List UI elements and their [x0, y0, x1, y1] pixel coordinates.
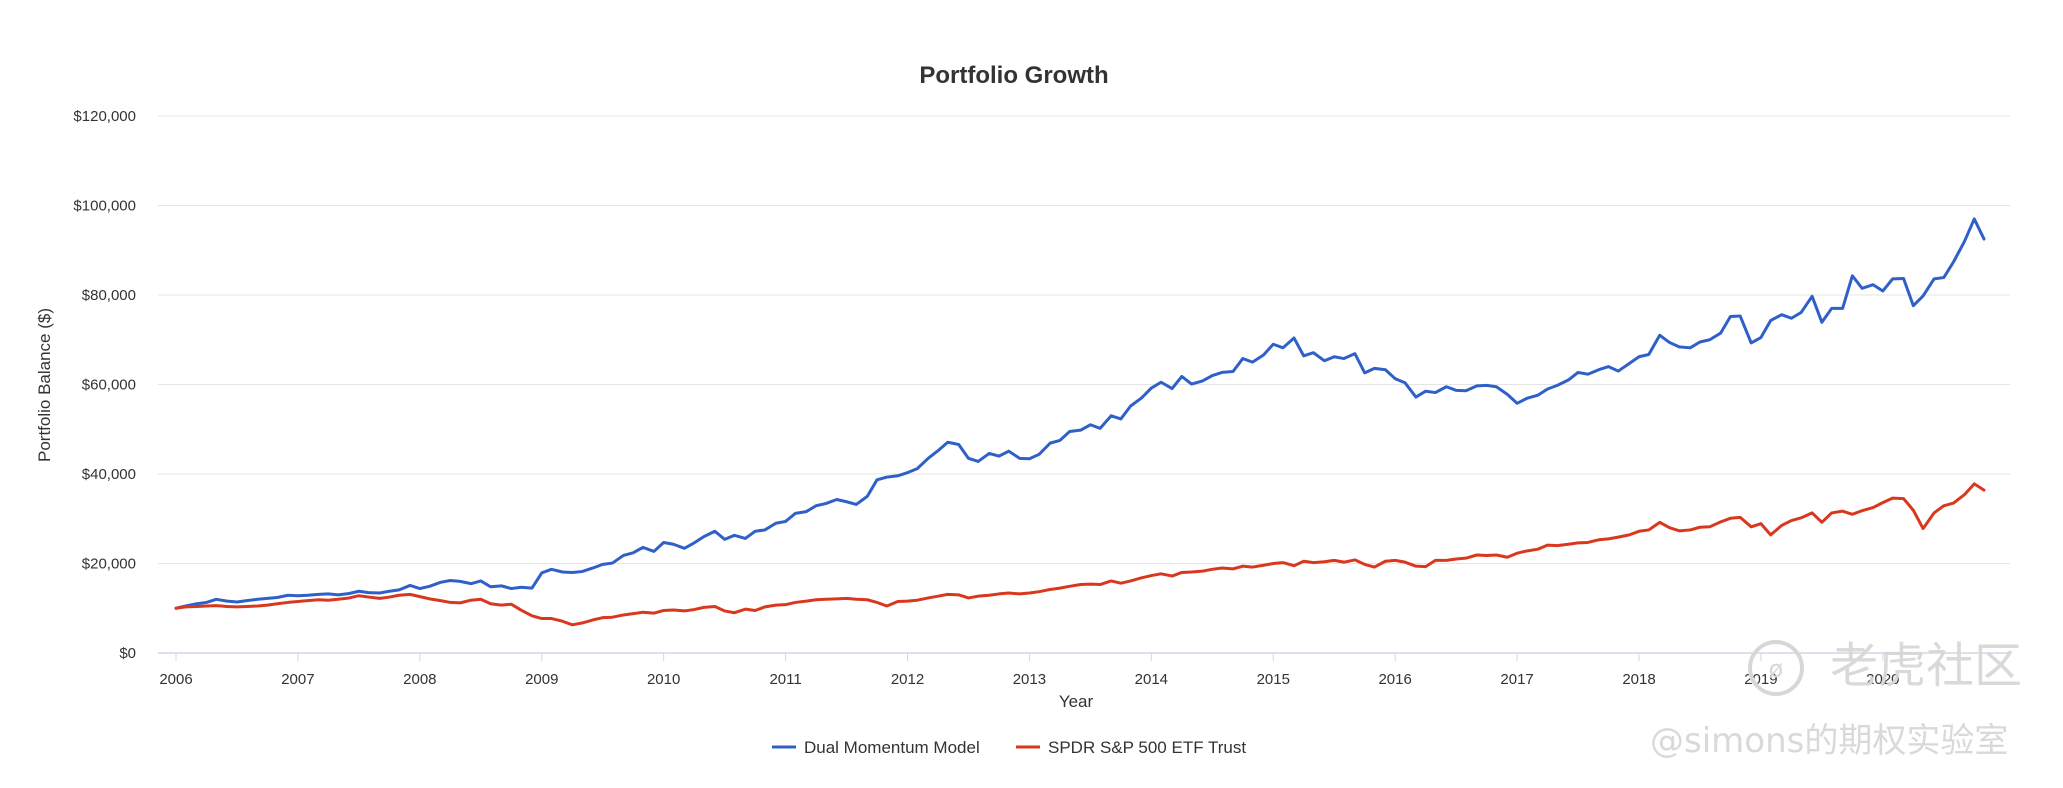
y-axis-ticks: $0 $20,000 $40,000 $60,000 $80,000 $100,000 $1…	[73, 108, 136, 662]
y-tick-label-40-000: $40,000	[82, 466, 136, 483]
x-tick-label-2007: 2007	[281, 671, 314, 688]
series-line-spdr-s-p-500-etf-trust	[174, 482, 1986, 627]
x-tick-label-2008: 2008	[403, 671, 436, 688]
x-tick-label-2013: 2013	[1013, 671, 1046, 688]
y-tick-label-0: $0	[119, 645, 136, 662]
grid-lines	[158, 115, 2010, 654]
x-tick-label-2015: 2015	[1257, 671, 1290, 688]
x-tick-label-2011: 2011	[769, 671, 801, 688]
x-tick-label-2009: 2009	[525, 671, 558, 688]
x-tick-label-2016: 2016	[1378, 671, 1411, 688]
x-tick-label-2014: 2014	[1135, 671, 1168, 688]
watermark-author-text: @simons的期权实验室	[1650, 721, 2008, 761]
series-layer	[174, 217, 1986, 627]
x-tick-label-2010: 2010	[647, 671, 680, 688]
x-tick-label-2018: 2018	[1622, 671, 1655, 688]
chart-title: Portfolio Growth	[919, 62, 1108, 89]
y-axis-label: Portfolio Balance ($)	[35, 308, 54, 462]
x-tick-label-2017: 2017	[1500, 671, 1533, 688]
y-tick-label-80-000: $80,000	[82, 287, 136, 304]
y-tick-label-20-000: $20,000	[82, 556, 136, 573]
series-line-dual-momentum-model	[174, 217, 1986, 610]
y-tick-label-100-000: $100,000	[73, 198, 136, 215]
x-tick-label-2006: 2006	[159, 671, 192, 688]
x-axis-ticks: 2006 2007 2008 2009 2010 2011 2012 2013 2014 2015…	[159, 653, 1900, 688]
watermark-logo: ø 老虎社区 @simons的期权实验室	[1650, 638, 2022, 761]
watermark-logo-text: 老虎社区	[1830, 638, 2022, 694]
legend-label-dual-momentum-model: Dual Momentum Model	[804, 738, 980, 757]
legend-label-spdr-sp-500-etf-trust: SPDR S&P 500 ETF Trust	[1048, 738, 1246, 757]
x-tick-label-2020: 2020	[1866, 671, 1899, 688]
x-tick-label-2012: 2012	[891, 671, 924, 688]
y-tick-label-120-000: $120,000	[73, 108, 136, 125]
y-tick-label-60-000: $60,000	[82, 377, 136, 394]
legend: Dual Momentum Model SPDR S&P 500 ETF Tru…	[772, 738, 1246, 757]
x-axis-label: Year	[1059, 692, 1094, 711]
tiger-logo-mark: ø	[1769, 655, 1784, 683]
tiger-logo-icon	[1748, 640, 1804, 696]
